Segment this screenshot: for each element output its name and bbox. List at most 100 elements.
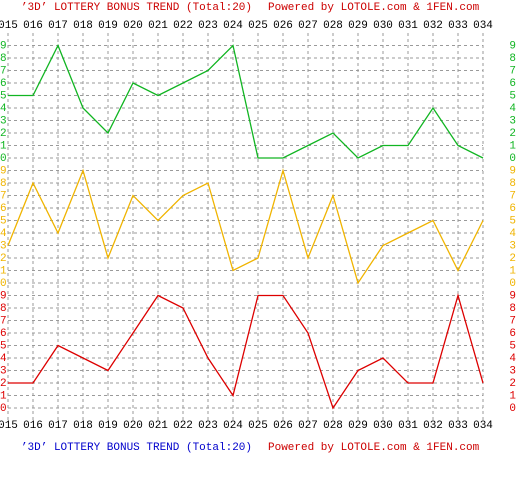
x-tick-label: 019: [98, 420, 118, 432]
x-tick-label: 022: [173, 20, 193, 32]
y-tick-label: 3: [509, 115, 516, 127]
x-tick-label: 029: [348, 20, 368, 32]
chart-title: ’3D’ LOTTERY BONUS TREND (Total:20): [21, 442, 252, 454]
x-tick-label: 026: [273, 20, 293, 32]
y-tick-label: 9: [0, 290, 7, 302]
y-tick-label: 4: [509, 353, 516, 365]
chart-subtitle: Powered by LOTOLE.com & 1FEN.com: [268, 2, 480, 14]
y-tick-label: 6: [509, 78, 516, 90]
y-tick-label: 0: [509, 153, 516, 165]
y-tick-label: 8: [0, 303, 7, 315]
chart-subtitle: Powered by LOTOLE.com & 1FEN.com: [268, 442, 480, 454]
y-tick-label: 7: [509, 65, 516, 77]
x-tick-label: 026: [273, 420, 293, 432]
x-tick-label: 019: [98, 20, 118, 32]
series-line: [8, 43, 484, 159]
y-tick-label: 0: [0, 278, 7, 290]
y-tick-label: 2: [509, 378, 516, 390]
y-tick-label: 9: [0, 40, 7, 52]
x-tick-label: 033: [448, 20, 468, 32]
y-tick-label: 3: [509, 365, 516, 377]
x-tick-label: 023: [198, 20, 218, 32]
x-tick-label: 017: [48, 420, 68, 432]
y-tick-label: 5: [509, 340, 516, 352]
x-tick-label: 024: [223, 420, 243, 432]
x-tick-label: 032: [423, 420, 443, 432]
y-tick-label: 8: [509, 178, 516, 190]
x-tick-label: 027: [298, 420, 318, 432]
x-tick-label: 015: [0, 420, 18, 432]
y-tick-label: 0: [0, 153, 7, 165]
y-tick-label: 0: [0, 403, 7, 415]
y-tick-label: 1: [0, 390, 7, 402]
y-tick-label: 8: [509, 303, 516, 315]
x-tick-label: 020: [123, 420, 143, 432]
x-tick-label: 021: [148, 420, 168, 432]
y-tick-label: 5: [509, 215, 516, 227]
y-tick-label: 5: [0, 90, 7, 102]
y-tick-label: 6: [0, 203, 7, 215]
y-tick-label: 9: [509, 40, 516, 52]
y-tick-label: 3: [0, 115, 7, 127]
y-tick-label: 8: [0, 53, 7, 65]
x-tick-label: 016: [23, 20, 43, 32]
x-tick-label: 031: [398, 20, 418, 32]
y-tick-label: 1: [0, 140, 7, 152]
x-tick-label: 029: [348, 420, 368, 432]
y-tick-label: 3: [0, 240, 7, 252]
x-tick-label: 020: [123, 20, 143, 32]
y-tick-label: 5: [509, 90, 516, 102]
y-tick-label: 9: [0, 165, 7, 177]
y-tick-label: 2: [0, 378, 7, 390]
y-tick-label: 1: [509, 265, 516, 277]
y-tick-label: 8: [0, 178, 7, 190]
y-tick-label: 1: [509, 390, 516, 402]
x-tick-label: 025: [248, 420, 268, 432]
x-tick-label: 028: [323, 20, 343, 32]
y-tick-label: 0: [509, 403, 516, 415]
y-tick-label: 4: [509, 103, 516, 115]
x-tick-label: 031: [398, 420, 418, 432]
y-tick-label: 6: [509, 203, 516, 215]
x-tick-label: 032: [423, 20, 443, 32]
x-tick-label: 033: [448, 420, 468, 432]
x-tick-label: 024: [223, 20, 243, 32]
y-tick-label: 4: [0, 103, 7, 115]
x-tick-label: 034: [473, 420, 493, 432]
y-tick-label: 9: [509, 165, 516, 177]
x-tick-label: 021: [148, 20, 168, 32]
y-tick-label: 7: [0, 190, 7, 202]
y-tick-label: 4: [0, 353, 7, 365]
y-tick-label: 6: [0, 78, 7, 90]
x-tick-label: 016: [23, 420, 43, 432]
y-tick-label: 7: [509, 315, 516, 327]
x-tick-label: 025: [248, 20, 268, 32]
y-tick-label: 3: [0, 365, 7, 377]
series-line: [7, 168, 484, 285]
y-tick-label: 1: [0, 265, 7, 277]
x-tick-label: 015: [0, 20, 18, 32]
y-tick-label: 0: [509, 278, 516, 290]
y-tick-label: 4: [509, 228, 516, 240]
y-tick-label: 8: [509, 53, 516, 65]
y-tick-label: 1: [509, 140, 516, 152]
x-tick-label: 023: [198, 420, 218, 432]
x-tick-label: 030: [373, 20, 393, 32]
x-tick-label: 034: [473, 20, 493, 32]
x-tick-label: 028: [323, 420, 343, 432]
x-tick-label: 027: [298, 20, 318, 32]
y-tick-label: 5: [0, 215, 7, 227]
series-line: [8, 293, 484, 410]
y-tick-label: 6: [509, 328, 516, 340]
y-tick-label: 4: [0, 228, 7, 240]
y-tick-label: 3: [509, 240, 516, 252]
y-tick-label: 7: [0, 315, 7, 327]
y-tick-label: 7: [0, 65, 7, 77]
y-tick-label: 2: [509, 128, 516, 140]
y-tick-label: 6: [0, 328, 7, 340]
x-tick-label: 022: [173, 420, 193, 432]
x-tick-label: 018: [73, 20, 93, 32]
x-tick-label: 030: [373, 420, 393, 432]
y-tick-label: 2: [0, 253, 7, 265]
